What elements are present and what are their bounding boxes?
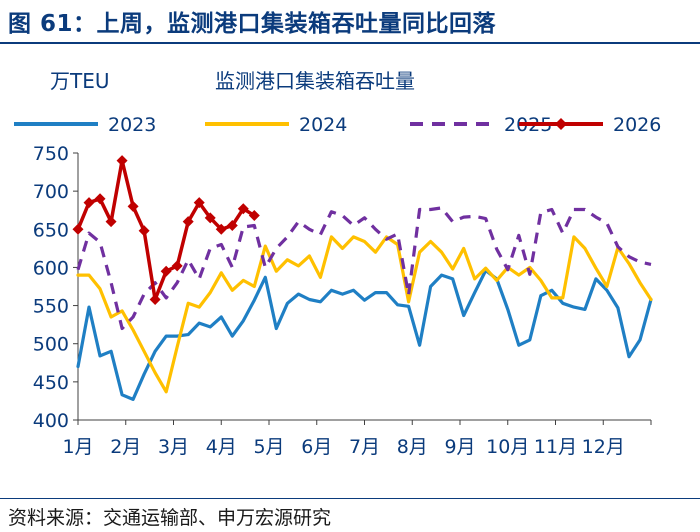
- series-point-2026: [204, 212, 216, 224]
- figure-title: 图 61：上周，监测港口集装箱吞吐量同比回落: [8, 11, 497, 37]
- series-point-2026: [116, 155, 128, 167]
- x-tick-label: 1月: [62, 436, 93, 458]
- x-tick-label: 10月: [486, 436, 529, 458]
- series-point-2026: [226, 219, 238, 231]
- x-tick-label: 12月: [582, 436, 625, 458]
- x-tick-label: 4月: [206, 436, 237, 458]
- series-line-2023: [76, 268, 653, 401]
- y-tick-label: 550: [33, 296, 69, 318]
- series-line-2024: [76, 235, 653, 394]
- legend-label-2026: 2026: [613, 114, 661, 136]
- series-point-2026: [105, 216, 117, 228]
- y-tick-label: 600: [33, 257, 69, 279]
- legend-label-2023: 2023: [108, 114, 156, 136]
- series-point-2026: [83, 197, 95, 209]
- series-point-2026: [215, 223, 227, 235]
- series-point-2026: [94, 193, 106, 205]
- line-chart: 2023202420252026 40045050055060065070075…: [14, 69, 661, 458]
- legend-marker-2026: [555, 118, 567, 130]
- series-point-2026: [182, 216, 194, 228]
- x-tick-label: 11月: [534, 436, 577, 458]
- y-tick-label: 750: [33, 143, 69, 165]
- x-tick-label: 3月: [158, 436, 189, 458]
- series-point-2026: [237, 203, 249, 215]
- title-divider: [0, 42, 700, 44]
- source-divider: [0, 498, 700, 499]
- x-tick-label: 9月: [444, 436, 475, 458]
- y-tick-label: 650: [33, 219, 69, 241]
- series-line-2026: [76, 158, 257, 302]
- chart-title: 监测港口集装箱吞吐量: [215, 69, 415, 93]
- y-tick-label: 450: [33, 372, 69, 394]
- x-tick-label: 8月: [397, 436, 428, 458]
- series-point-2026: [127, 200, 139, 212]
- series-point-2026: [149, 293, 161, 305]
- chart-series: [72, 155, 653, 401]
- y-axis-label: 万TEU: [50, 69, 110, 93]
- y-tick-label: 400: [33, 410, 69, 432]
- chart-container: 2023202420252026 40045050055060065070075…: [0, 46, 700, 496]
- x-tick-label: 5月: [253, 436, 284, 458]
- series-point-2026: [160, 265, 172, 277]
- source-note: 资料来源：交通运输部、申万宏源研究: [8, 507, 332, 529]
- x-tick-label: 7月: [349, 436, 380, 458]
- chart-axes: 400 450 500 550 600 650 700 750 1月 2月 3月 4月 5月 6月 7月 8月…: [33, 143, 652, 458]
- x-tick-label: 6月: [301, 436, 332, 458]
- x-tick-label: 2月: [110, 436, 141, 458]
- y-tick-label: 500: [33, 334, 69, 356]
- series-point-2026: [72, 223, 84, 235]
- series-point-2026: [193, 197, 205, 209]
- series-point-2026: [248, 210, 260, 222]
- series-point-2026: [138, 225, 150, 237]
- series-line-2025: [76, 206, 652, 331]
- legend-label-2024: 2024: [299, 114, 347, 136]
- series-point-2026: [171, 260, 183, 272]
- chart-legend: 2023202420252026: [14, 114, 661, 136]
- y-tick-label: 700: [33, 181, 69, 203]
